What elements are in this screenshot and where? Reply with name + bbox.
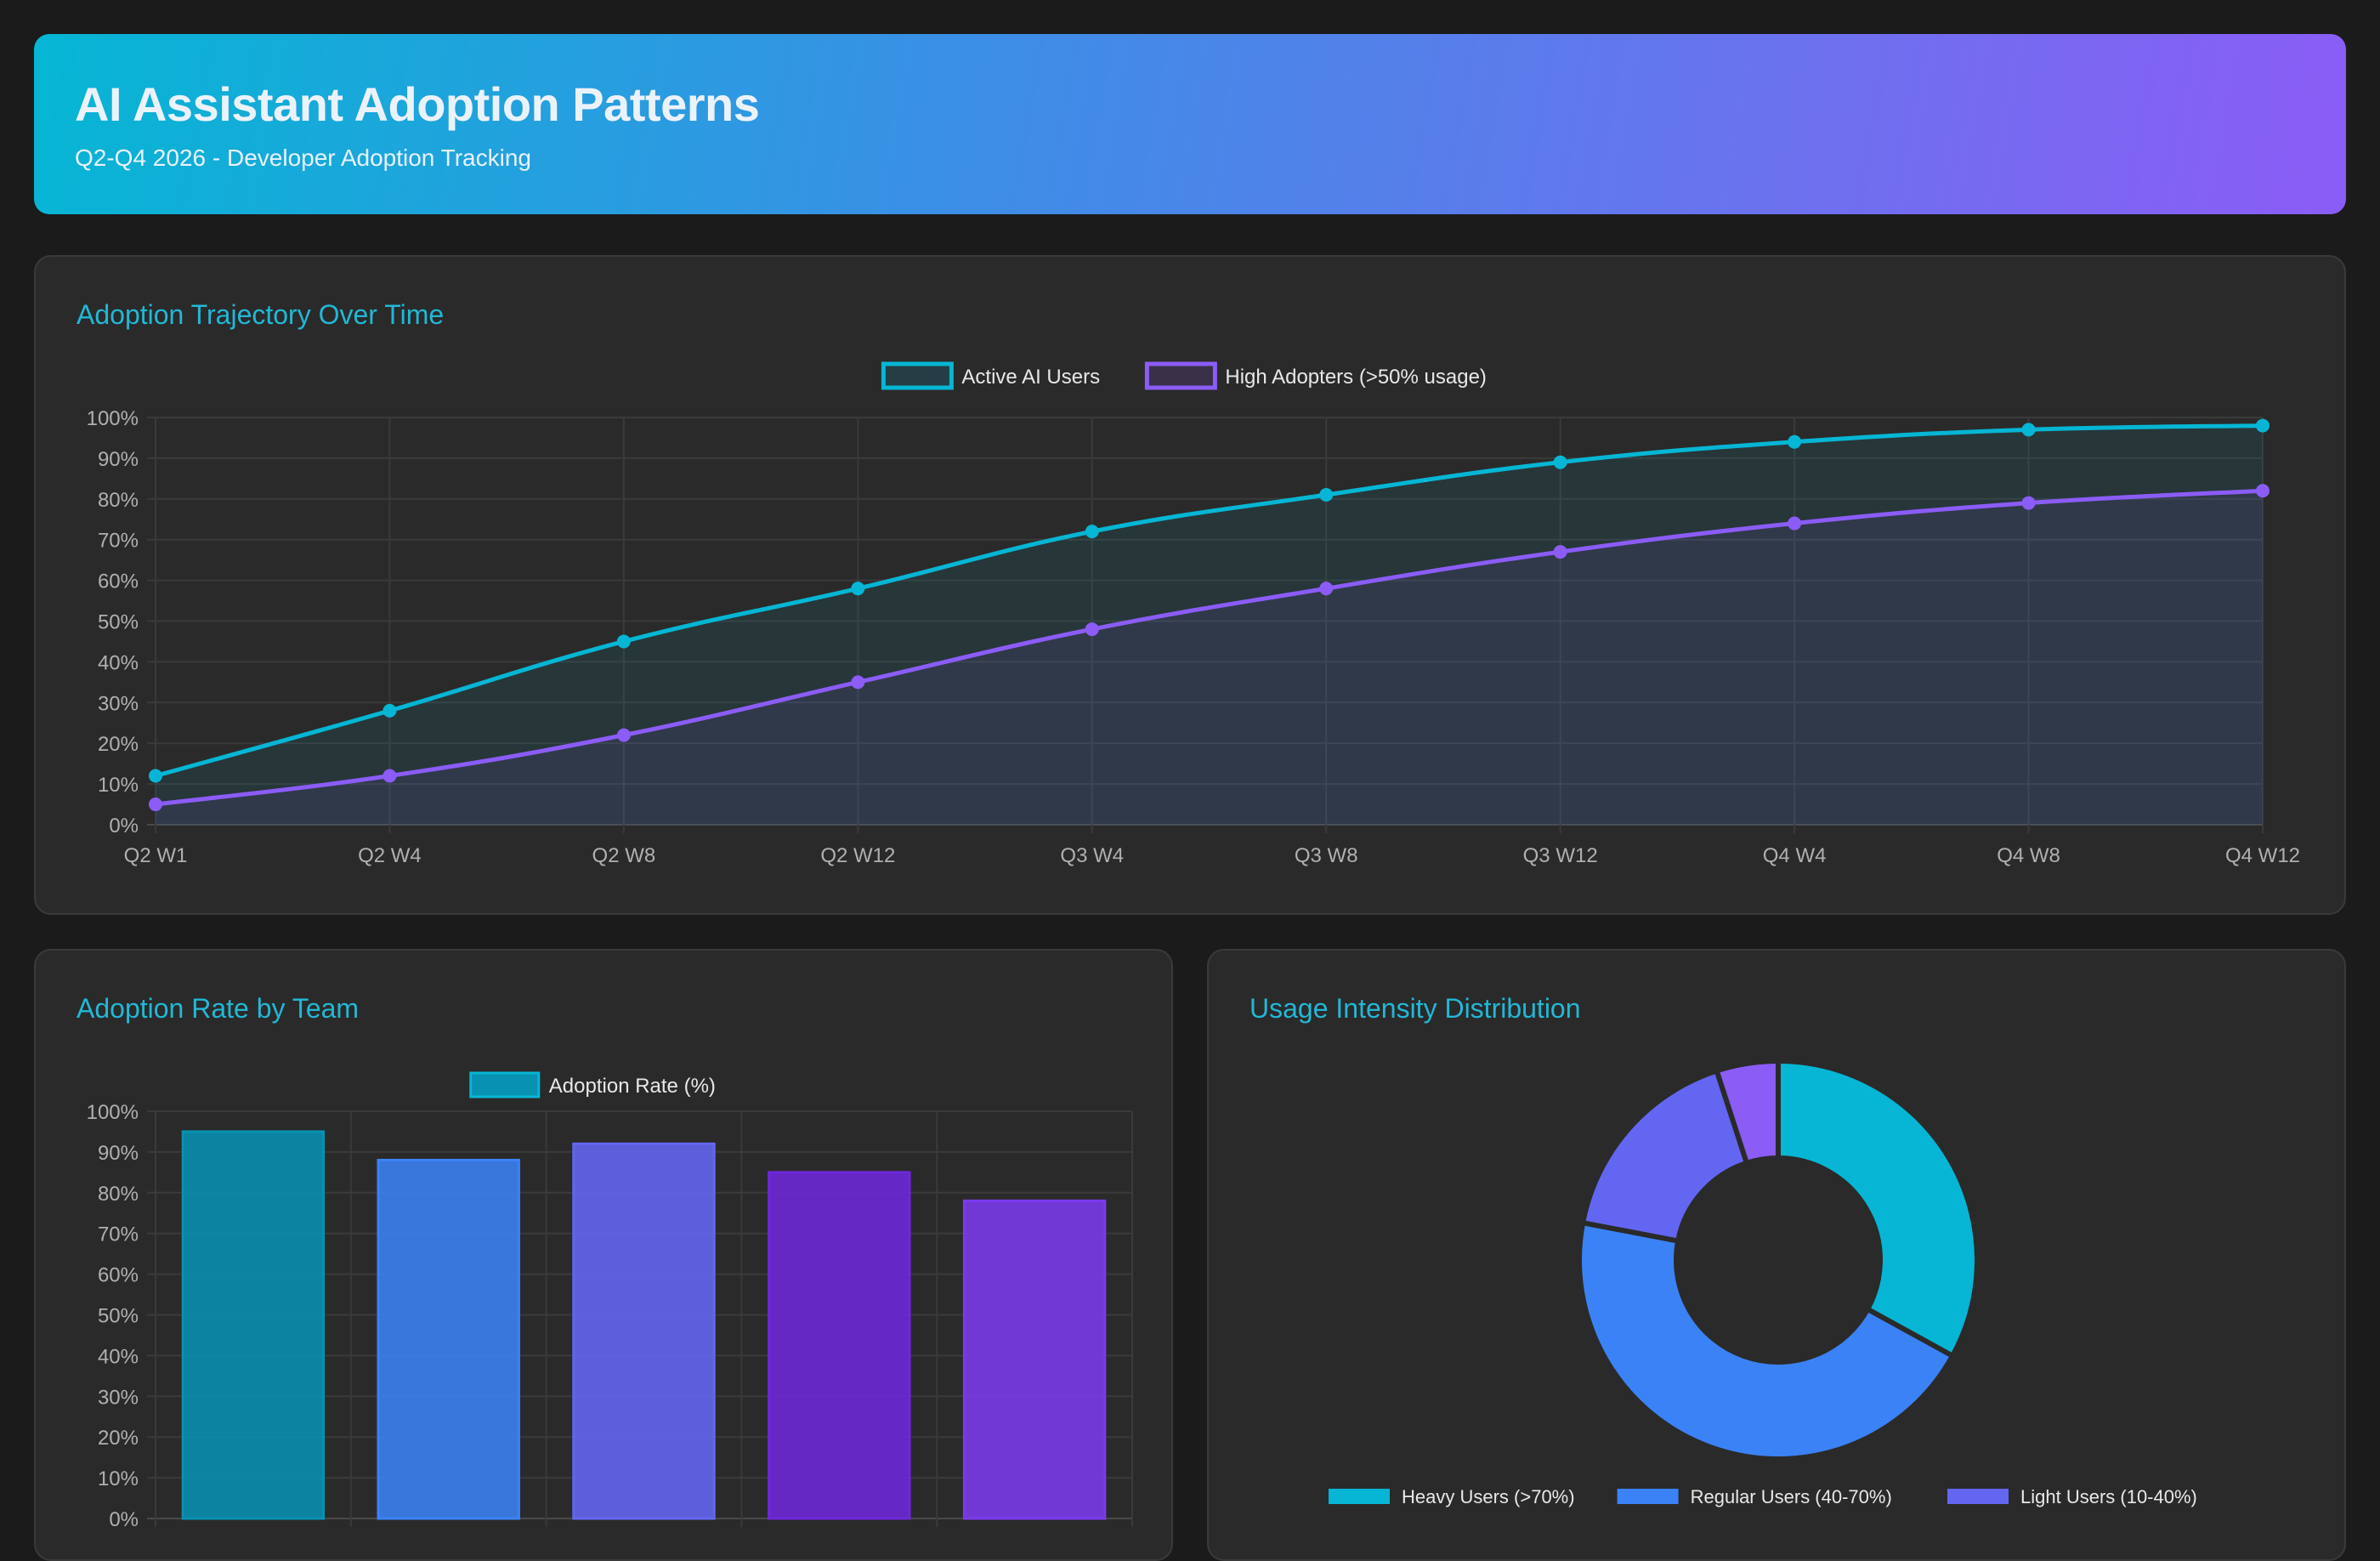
data-point — [1553, 455, 1567, 469]
data-point — [1319, 488, 1334, 502]
donut-slice — [1577, 1219, 1957, 1462]
bar — [377, 1158, 520, 1520]
data-point — [851, 675, 865, 690]
data-point — [2256, 484, 2270, 498]
page-subtitle: Q2-Q4 2026 - Developer Adoption Tracking — [75, 145, 531, 171]
y-tick-label: 80% — [98, 489, 139, 512]
legend-label: Light Users (10-40%) — [2020, 1486, 2197, 1507]
bar — [572, 1142, 716, 1520]
y-tick-label: 0% — [109, 815, 139, 837]
legend-swatch — [1144, 361, 1217, 390]
data-point — [2021, 423, 2036, 437]
legend-swatch — [1947, 1489, 2009, 1504]
header-banner: AI Assistant Adoption Patterns Q2-Q4 202… — [34, 34, 2346, 214]
bar — [181, 1130, 326, 1520]
donut-slice — [1776, 1058, 1980, 1359]
y-tick-label: 100% — [87, 1101, 139, 1124]
y-tick-label: 60% — [98, 1264, 139, 1287]
data-point — [149, 769, 162, 783]
y-tick-label: 50% — [98, 1305, 139, 1328]
y-tick-label: 70% — [98, 1223, 139, 1246]
data-point — [382, 703, 397, 718]
x-tick-label: Q2 W12 — [820, 844, 895, 867]
y-tick-label: 10% — [98, 774, 139, 797]
y-tick-label: 20% — [98, 733, 139, 756]
adoption-trajectory-card: Adoption Trajectory Over Time 0% 10% 20% 30… — [34, 255, 2346, 915]
legend-label: Adoption Rate (%) — [549, 1075, 716, 1098]
adoption-trajectory-chart: 0% 10% 20% 30% 40% 50% 60% 70% 80% 90% 100% Q2 W1 Q2… — [87, 361, 2300, 867]
legend-swatch — [469, 1071, 541, 1098]
x-tick-label: Q3 W12 — [1523, 844, 1598, 867]
donut-slice — [1579, 1067, 1750, 1245]
data-point — [2021, 496, 2036, 510]
data-point — [382, 769, 397, 783]
bar — [962, 1199, 1107, 1520]
x-tick-label: Q4 W4 — [1763, 844, 1827, 867]
y-tick-label: 30% — [98, 1386, 139, 1409]
y-tick-label: 20% — [98, 1427, 139, 1450]
y-tick-label: 80% — [98, 1183, 139, 1206]
y-tick-label: 50% — [98, 611, 139, 634]
data-point — [1553, 545, 1567, 559]
adoption-by-team-title: Adoption Rate by Team — [76, 993, 360, 1024]
legend-swatch — [881, 361, 954, 390]
x-tick-label: Q2 W8 — [592, 844, 656, 867]
series-line — [155, 488, 2264, 807]
y-tick-label: 70% — [98, 530, 139, 553]
adoption-by-team-card: Adoption Rate by Team 0% 10% 20% 30% 40% 50% 6… — [34, 949, 1173, 1561]
legend-label: High Adopters (>50% usage) — [1225, 366, 1487, 389]
donut-slice — [1713, 1058, 1781, 1166]
line-grid — [147, 417, 2264, 833]
y-tick-label: 30% — [98, 692, 139, 715]
x-tick-label: Q4 W8 — [1997, 844, 2060, 867]
data-point — [1788, 434, 1802, 449]
usage-intensity-title: Usage Intensity Distribution — [1250, 993, 1581, 1024]
x-tick-label: Q2 W1 — [124, 844, 188, 867]
legend-label: Heavy Users (>70%) — [1402, 1486, 1575, 1507]
y-tick-label: 40% — [98, 1345, 139, 1368]
y-tick-label: 90% — [98, 448, 139, 471]
y-tick-label: 10% — [98, 1467, 139, 1490]
data-point — [1319, 582, 1334, 596]
y-tick-label: 60% — [98, 570, 139, 593]
data-point — [1085, 525, 1099, 539]
legend-label: Regular Users (40-70%) — [1691, 1486, 1892, 1507]
y-tick-label: 90% — [98, 1142, 139, 1165]
adoption-trajectory-title: Adoption Trajectory Over Time — [76, 299, 445, 330]
data-point — [616, 728, 631, 742]
y-tick-label: 40% — [98, 651, 139, 674]
data-point — [616, 634, 631, 649]
data-point — [2256, 418, 2270, 433]
data-point — [1085, 622, 1099, 637]
usage-intensity-card: Usage Intensity Distribution Heavy Users… — [1207, 949, 2346, 1561]
data-point — [149, 798, 162, 812]
x-tick-label: Q3 W8 — [1295, 844, 1358, 867]
adoption-by-team-chart: 0% 10% 20% 30% 40% 50% 60% 70% 80% 90% 100% Adoptio… — [87, 1071, 1133, 1531]
x-tick-label: Q4 W12 — [2225, 844, 2300, 867]
y-tick-label: 0% — [109, 1508, 139, 1531]
usage-intensity-chart: Heavy Users (>70%) Regular Users (40-70%)… — [1329, 1058, 2197, 1507]
series-area — [156, 491, 2263, 825]
data-point — [851, 582, 865, 596]
bar — [768, 1171, 911, 1520]
legend-swatch — [1617, 1489, 1679, 1504]
page-title: AI Assistant Adoption Patterns — [75, 77, 760, 131]
legend-swatch — [1329, 1489, 1390, 1504]
series-line — [155, 423, 2264, 778]
x-tick-label: Q3 W4 — [1060, 844, 1124, 867]
y-tick-label: 100% — [87, 407, 139, 430]
data-point — [1788, 516, 1802, 531]
legend-label: Active AI Users — [961, 366, 1100, 389]
x-tick-label: Q2 W4 — [358, 844, 422, 867]
